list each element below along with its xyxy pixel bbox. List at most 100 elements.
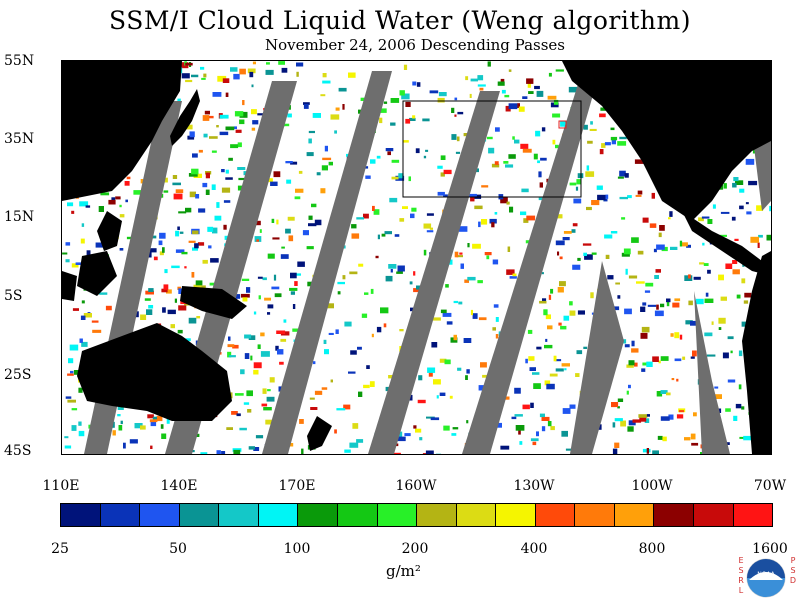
cloud-patch — [425, 450, 434, 454]
cloud-patch — [70, 370, 74, 374]
cloud-patch — [261, 403, 268, 407]
cloud-patch — [322, 73, 327, 78]
cloud-patch — [494, 161, 499, 165]
logo-letter: R — [738, 576, 744, 585]
cloud-patch — [413, 288, 422, 293]
cloud-patch — [525, 358, 528, 364]
cloud-patch — [192, 247, 198, 251]
cloud-patch — [250, 355, 253, 361]
cloud-patch — [126, 176, 131, 180]
cloud-patch — [221, 187, 231, 193]
cloud-patch — [363, 384, 370, 389]
cloud-patch — [539, 182, 543, 188]
cloud-patch — [563, 231, 572, 234]
cloud-patch — [417, 399, 426, 404]
cloud-patch — [64, 436, 69, 439]
cloud-patch — [352, 423, 359, 429]
cloud-patch — [590, 121, 593, 125]
cloud-patch — [653, 248, 657, 253]
colorbar-segment — [575, 504, 615, 526]
cloud-patch — [550, 102, 559, 108]
cloud-patch — [186, 124, 193, 130]
cloud-patch — [222, 78, 230, 83]
cloud-patch — [381, 233, 386, 237]
cloud-patch — [219, 131, 229, 136]
lon-label: 160W — [395, 478, 437, 494]
highlight-box — [558, 120, 567, 129]
cloud-patch — [237, 142, 242, 148]
cloud-patch — [670, 333, 674, 337]
cloud-patch — [144, 298, 151, 301]
cloud-patch — [707, 219, 713, 224]
cloud-patch — [521, 188, 529, 193]
cloud-patch — [68, 358, 74, 364]
cloud-patch — [632, 419, 642, 423]
colorbar-segment — [377, 504, 418, 526]
cloud-patch — [583, 124, 588, 130]
cloud-patch — [501, 89, 506, 94]
cloud-patch — [287, 113, 292, 118]
cloud-patch — [308, 215, 313, 220]
cloud-patch — [251, 84, 254, 88]
cloud-patch — [279, 361, 284, 365]
cloud-patch — [718, 327, 722, 330]
cloud-patch — [253, 447, 260, 451]
cloud-patch — [544, 380, 551, 386]
cloud-patch — [676, 414, 684, 419]
cloud-patch — [522, 404, 530, 410]
cloud-patch — [696, 298, 704, 305]
cloud-patch — [390, 269, 393, 273]
cloud-patch — [145, 290, 154, 295]
cloud-patch — [255, 435, 264, 439]
cloud-patch — [234, 111, 244, 117]
cloud-patch — [193, 173, 202, 178]
cloud-patch — [244, 334, 252, 339]
cloud-patch — [115, 196, 121, 200]
cloud-patch — [150, 421, 157, 427]
cloud-patch — [654, 275, 659, 279]
cloud-patch — [228, 336, 231, 341]
land-north-america — [562, 61, 771, 221]
cloud-patch — [565, 448, 572, 451]
map-title: SSM/I Cloud Liquid Water (Weng algorithm… — [109, 6, 691, 35]
colorbar-segment — [614, 504, 655, 526]
cloud-patch — [508, 103, 518, 110]
cloud-patch — [356, 217, 364, 220]
cloud-patch — [576, 179, 582, 185]
cloud-patch — [409, 281, 413, 285]
cloud-patch — [65, 242, 71, 246]
cloud-patch — [478, 317, 487, 321]
cloud-patch — [198, 285, 206, 290]
cloud-patch — [419, 437, 423, 441]
cloud-patch — [530, 438, 539, 442]
cloud-patch — [698, 217, 704, 222]
cloud-patch — [268, 178, 273, 183]
cloud-patch — [674, 332, 680, 339]
cloud-patch — [547, 421, 552, 427]
cloud-patch — [389, 197, 398, 203]
cloud-patch — [426, 416, 435, 419]
cloud-patch — [383, 323, 387, 328]
cloud-patch — [348, 371, 356, 374]
cloud-patch — [344, 321, 352, 327]
cloud-patch — [443, 194, 448, 197]
cloud-patch — [337, 281, 345, 285]
cloud-patch — [727, 379, 736, 383]
cloud-patch — [559, 256, 563, 260]
cloud-patch — [193, 284, 202, 288]
cloud-patch — [576, 350, 583, 355]
cloud-patch — [489, 218, 497, 224]
cloud-patch — [200, 66, 205, 70]
cloud-patch — [198, 149, 203, 153]
cloud-patch — [281, 246, 285, 249]
cloud-patch — [569, 301, 573, 306]
cloud-patch — [108, 199, 116, 205]
cloud-patch — [194, 243, 199, 249]
cloud-patch — [243, 171, 248, 176]
cloud-patch — [265, 69, 274, 75]
cloud-patch — [638, 414, 648, 418]
cloud-patch — [257, 344, 261, 349]
cloud-patch — [80, 315, 86, 320]
cloud-patch — [455, 151, 461, 154]
cloud-patch — [466, 420, 469, 424]
